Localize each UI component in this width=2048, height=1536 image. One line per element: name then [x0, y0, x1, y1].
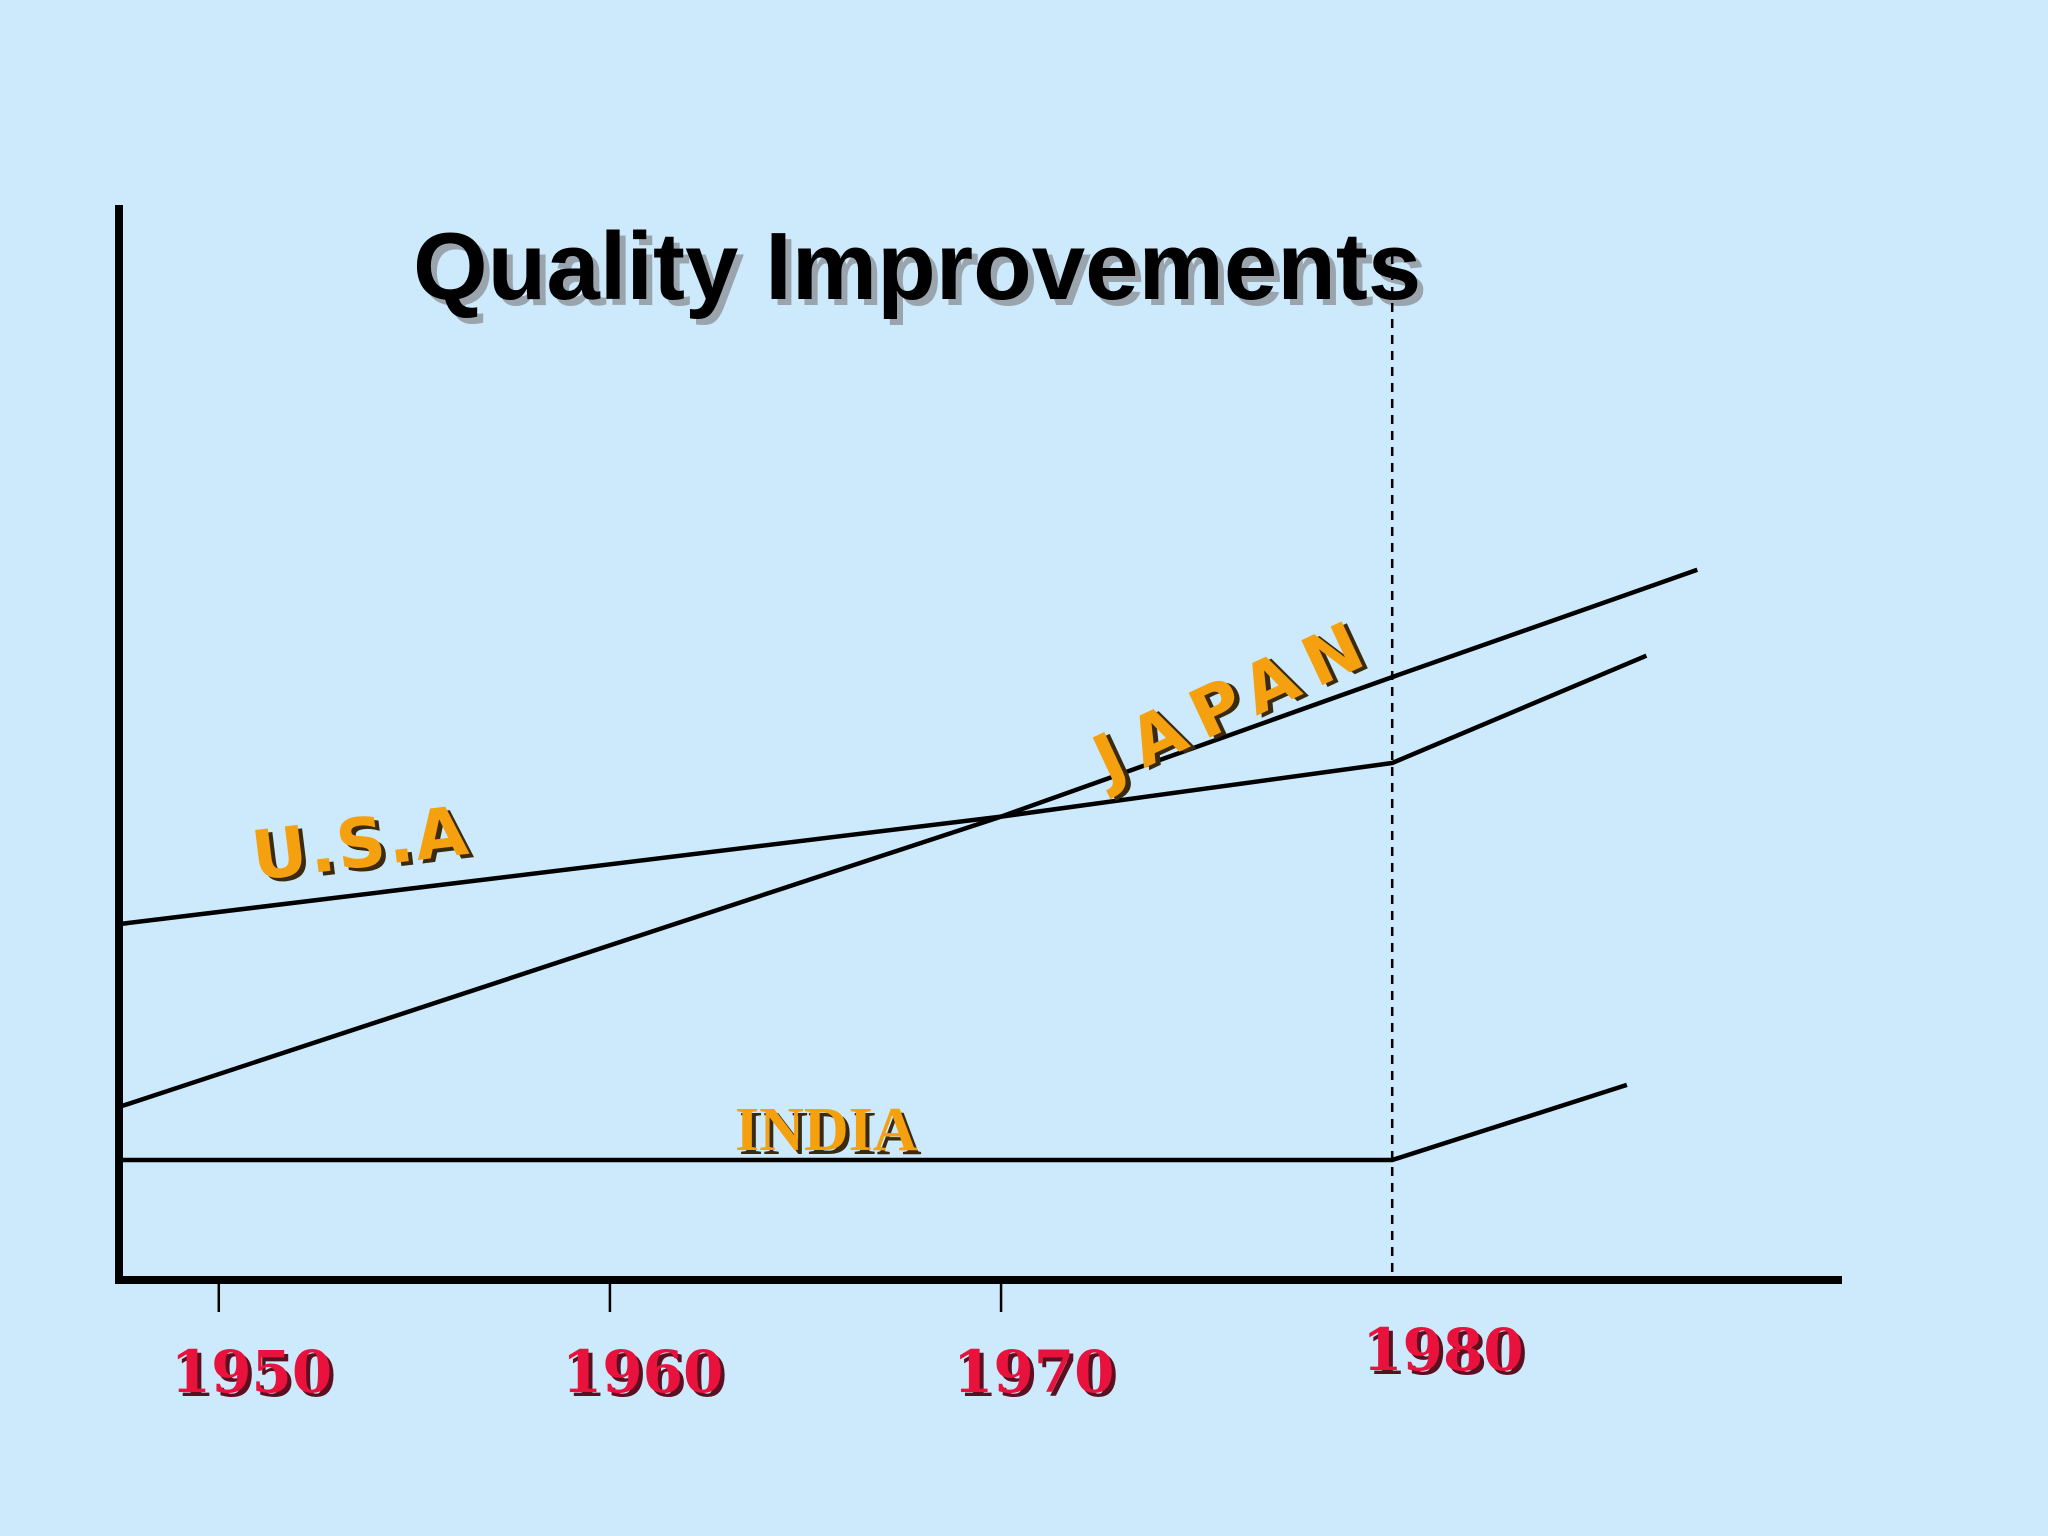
- tick-label-shadow-1980: 1980: [1366, 1320, 1527, 1388]
- chart-title: Quality Improvements Quality Improvement…: [413, 213, 1427, 326]
- series-label-text-india: INDIA: [735, 1096, 918, 1164]
- series-label-shadow-india: INDIA: [739, 1100, 922, 1168]
- tick-label-1980: 1980: [1362, 1316, 1523, 1384]
- tick-label-shadow-1960: 1960: [566, 1342, 727, 1410]
- series-line-usa: [120, 653, 1648, 927]
- tick-label-1970: 1970: [953, 1338, 1114, 1406]
- tick-label-shadow-1970: 1970: [957, 1342, 1118, 1410]
- chart-title-shadow: Quality Improvements: [419, 219, 1427, 326]
- series-label-text-usa: U.S.A: [247, 792, 473, 897]
- series-lines: [120, 567, 1699, 1163]
- axes: [115, 205, 1842, 1284]
- tick-label-1950: 1950: [171, 1338, 332, 1406]
- tick-label-1960: 1960: [562, 1338, 723, 1406]
- series-line-india: [121, 1082, 1628, 1163]
- chart-title-text: Quality Improvements: [413, 213, 1421, 320]
- series-line-japan: [120, 567, 1699, 1109]
- tick-label-shadow-1950: 1950: [175, 1342, 336, 1410]
